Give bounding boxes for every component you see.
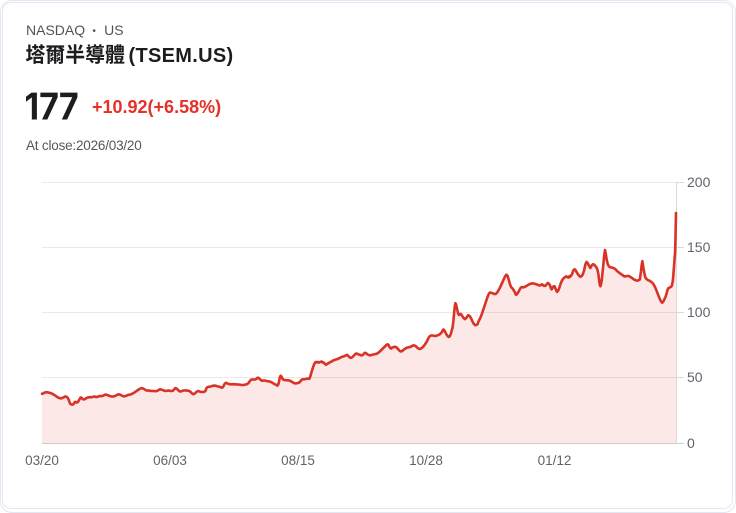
svg-text:06/03: 06/03	[153, 453, 187, 468]
svg-text:03/20: 03/20	[25, 453, 59, 468]
svg-text:08/15: 08/15	[281, 453, 315, 468]
svg-text:01/12: 01/12	[538, 453, 572, 468]
svg-text:200: 200	[687, 174, 711, 190]
svg-text:0: 0	[687, 435, 695, 451]
svg-text:50: 50	[687, 369, 703, 385]
svg-text:10/28: 10/28	[409, 453, 443, 468]
svg-text:100: 100	[687, 304, 711, 320]
svg-text:150: 150	[687, 239, 711, 255]
